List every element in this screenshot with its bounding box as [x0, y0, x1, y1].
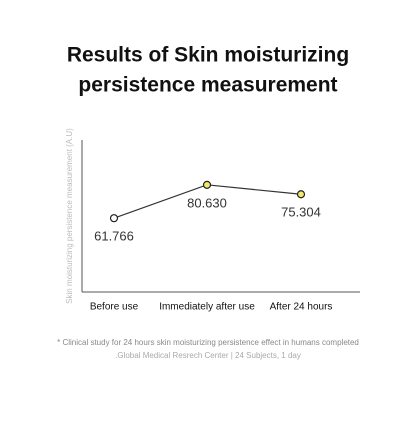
footnote: .Global Medical Resrech Center | 24 Subj…: [115, 351, 301, 360]
x-tick-label: Before use: [90, 302, 139, 313]
footnote: * Clinical study for 24 hours skin moist…: [57, 338, 359, 347]
x-tick-label: Immediately after use: [159, 302, 255, 313]
value-label: 61.766: [94, 229, 134, 244]
value-label: 75.304: [281, 205, 321, 220]
point: [296, 190, 306, 199]
chart-title: Results of Skin moisturizing: [67, 44, 349, 67]
chart-title: persistence measurement: [78, 74, 337, 97]
y-axis-label: Skin moisturizing persistence measuremen…: [65, 128, 74, 304]
value-label: 80.630: [187, 195, 227, 210]
x-tick-label: After 24 hours: [270, 302, 333, 313]
point: [202, 180, 212, 189]
point: [109, 214, 119, 223]
